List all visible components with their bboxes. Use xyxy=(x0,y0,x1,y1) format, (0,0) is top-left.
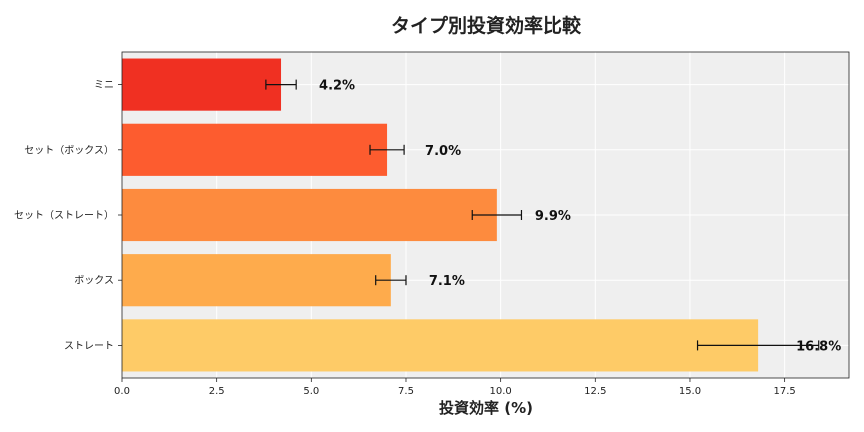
bar-2 xyxy=(122,123,388,176)
data-label-1: 4.2% xyxy=(319,79,355,94)
y-category-label-4: ボックス xyxy=(74,275,114,287)
error-bar-1 xyxy=(265,79,297,90)
error-bars-group xyxy=(265,79,820,351)
data-labels-group: 4.2% 7.0% 9.9% 7.1% 16.8% xyxy=(319,79,841,355)
y-category-label-1: ミニ xyxy=(94,80,114,91)
error-bar-3 xyxy=(471,210,523,220)
x-axis-label: 投資効率 (%) xyxy=(439,399,533,417)
error-bar-2 xyxy=(369,144,405,155)
x-axis-ticks: 0.0 2.5 5.0 7.5 10.0 12.5 15.0 17.5 xyxy=(114,378,796,397)
x-tick-label: 17.5 xyxy=(773,386,795,397)
x-tick-label: 7.5 xyxy=(398,386,414,397)
x-tick-label: 0.0 xyxy=(114,386,130,397)
y-category-label-2: セット（ボックス） xyxy=(24,144,114,156)
bar-5 xyxy=(122,319,759,372)
x-tick-label: 5.0 xyxy=(303,386,319,397)
error-bar-5 xyxy=(696,340,820,351)
x-tick-label: 15.0 xyxy=(679,386,701,397)
error-bar-4 xyxy=(375,275,407,286)
chart-title: タイプ別投資効率比較 xyxy=(391,14,582,37)
bar-4 xyxy=(122,254,391,307)
x-tick-label: 10.0 xyxy=(490,386,512,397)
x-tick-label: 12.5 xyxy=(584,386,606,397)
y-category-label-3: セット（ストレート） xyxy=(14,210,114,222)
bars-group xyxy=(122,58,759,372)
data-label-2: 7.0% xyxy=(425,144,461,159)
bar-1 xyxy=(122,58,282,111)
bar-3 xyxy=(122,188,497,242)
data-label-5: 16.8% xyxy=(796,339,841,354)
data-label-3: 9.9% xyxy=(535,209,571,224)
x-tick-label: 2.5 xyxy=(209,386,225,397)
data-label-4: 7.1% xyxy=(429,274,465,289)
y-category-label-5: ストレート xyxy=(64,341,114,352)
